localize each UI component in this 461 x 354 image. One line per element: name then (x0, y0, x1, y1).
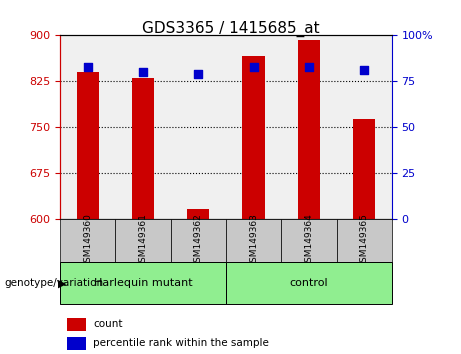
Text: GSM149365: GSM149365 (360, 213, 369, 268)
Point (250, 64, 257, 69)
Point (361, 68, 368, 73)
Text: GSM149363: GSM149363 (249, 213, 258, 268)
Bar (66, 318, 87, 331)
Point (84, 64, 91, 69)
Bar (187, 209, 209, 219)
FancyBboxPatch shape (226, 219, 281, 262)
Bar (77, 72, 99, 219)
Text: count: count (93, 319, 123, 329)
Text: ▶: ▶ (58, 278, 66, 288)
Text: GSM149362: GSM149362 (194, 213, 203, 268)
FancyBboxPatch shape (171, 219, 226, 262)
Bar (242, 56, 265, 219)
Point (139, 69, 147, 75)
Bar (298, 40, 320, 219)
Text: Harlequin mutant: Harlequin mutant (94, 278, 192, 288)
Text: GSM149361: GSM149361 (138, 213, 148, 268)
FancyBboxPatch shape (115, 219, 171, 262)
Bar (132, 78, 154, 219)
Bar (353, 119, 375, 219)
Text: GSM149364: GSM149364 (304, 213, 313, 268)
FancyBboxPatch shape (60, 262, 226, 304)
Point (305, 64, 313, 69)
Text: control: control (290, 278, 328, 288)
Text: genotype/variation: genotype/variation (5, 278, 104, 288)
FancyBboxPatch shape (226, 262, 392, 304)
Point (195, 71, 202, 77)
FancyBboxPatch shape (337, 219, 392, 262)
FancyBboxPatch shape (281, 219, 337, 262)
Bar (66, 337, 87, 350)
Text: percentile rank within the sample: percentile rank within the sample (93, 338, 269, 348)
Text: GSM149360: GSM149360 (83, 213, 92, 268)
FancyBboxPatch shape (60, 219, 115, 262)
Text: GDS3365 / 1415685_at: GDS3365 / 1415685_at (142, 21, 319, 38)
